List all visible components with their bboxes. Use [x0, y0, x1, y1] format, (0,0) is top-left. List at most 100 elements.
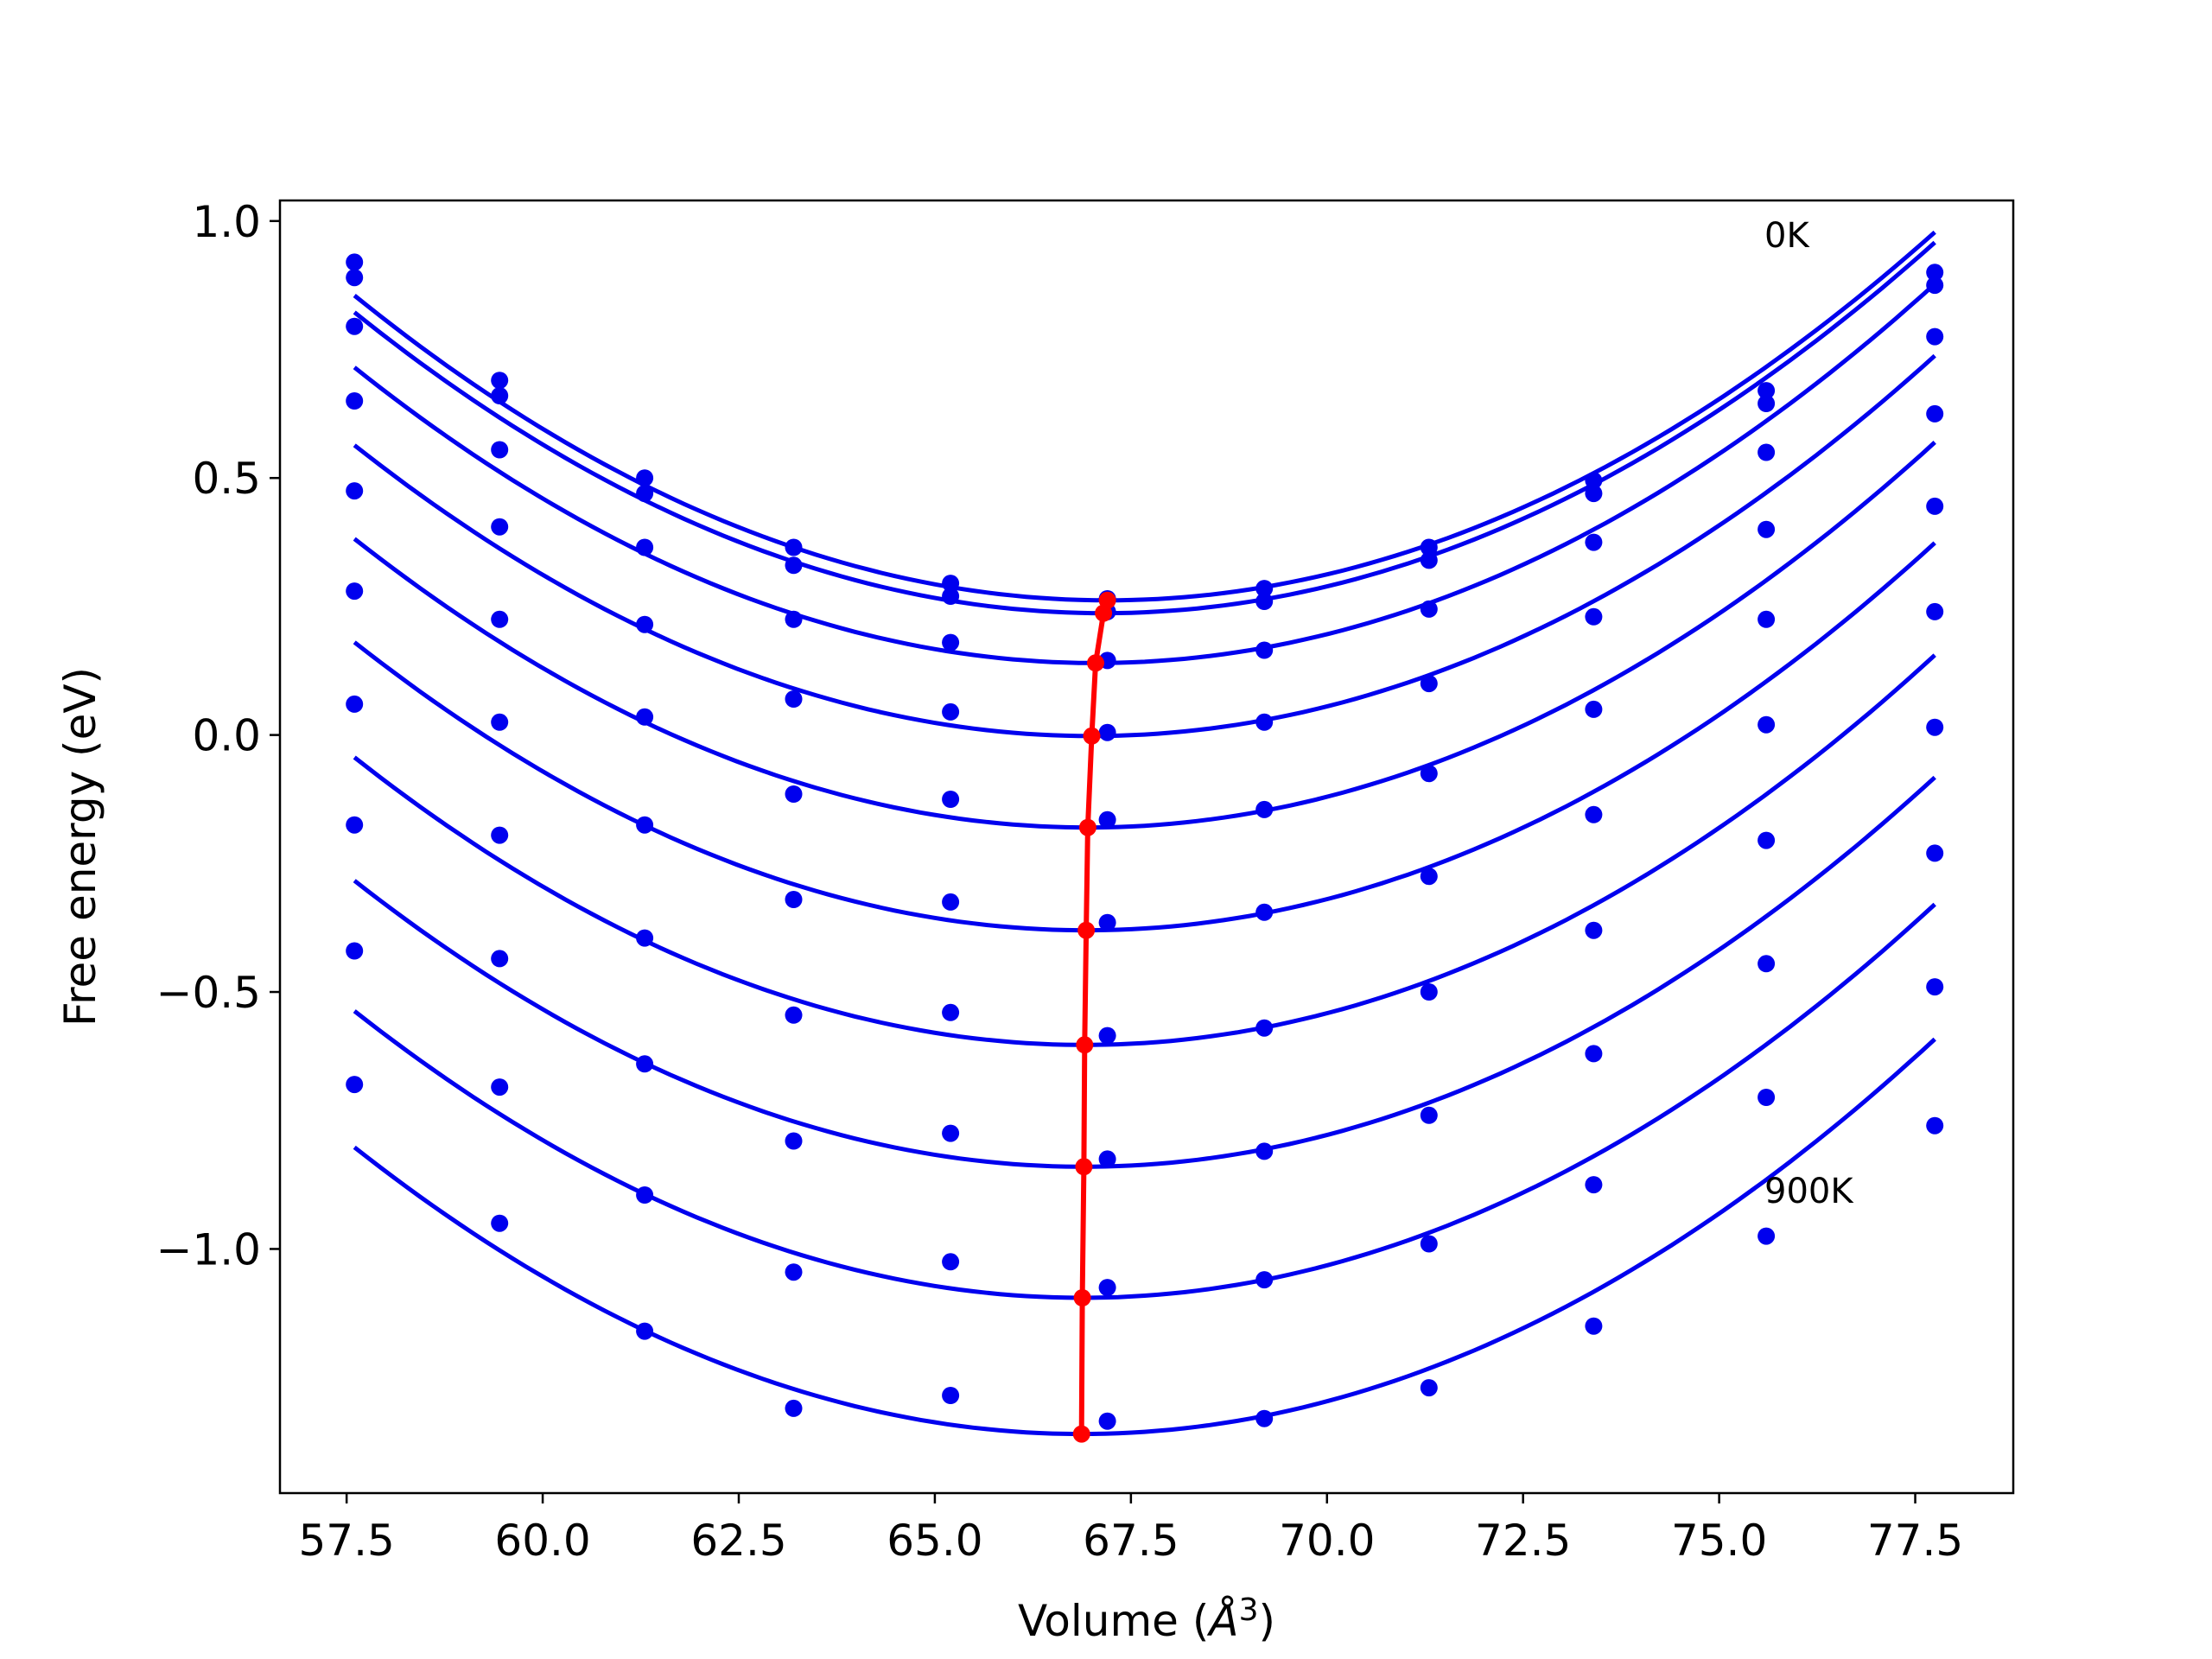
data-point [942, 1387, 960, 1404]
data-point [1420, 675, 1438, 693]
data-point [346, 695, 364, 713]
data-point [1926, 404, 1944, 423]
data-point [636, 1186, 654, 1204]
data-point [1420, 600, 1438, 618]
data-point [1098, 1027, 1116, 1045]
data-point [1926, 978, 1944, 996]
data-point [1926, 718, 1944, 736]
data-point [1255, 593, 1274, 610]
minimum-point [1083, 727, 1101, 745]
data-point [942, 575, 960, 593]
data-point [1926, 602, 1944, 620]
data-point [1585, 485, 1603, 503]
data-point [942, 1253, 960, 1271]
x-tick-label: 57.5 [298, 1516, 394, 1566]
data-point [1758, 1227, 1776, 1245]
data-point [1098, 810, 1116, 829]
data-point [636, 929, 654, 947]
data-point [1585, 472, 1603, 490]
plot-frame [278, 199, 2015, 1495]
fit-curve-8 [353, 902, 1936, 1300]
x-axis-label: Volume (Å3) [1018, 1592, 1275, 1646]
data-point [942, 791, 960, 808]
data-point [942, 1124, 960, 1142]
data-point [491, 387, 509, 404]
data-point [785, 538, 803, 556]
data-point [346, 1076, 364, 1094]
data-point [1585, 1176, 1603, 1194]
data-point [491, 1078, 509, 1096]
data-point [1098, 723, 1116, 741]
minimum-point [1095, 604, 1113, 622]
data-point [491, 1214, 509, 1232]
y-tick-label: 0.0 [192, 711, 261, 761]
data-point [346, 582, 364, 601]
data-point [785, 690, 803, 708]
x-tick-label: 65.0 [887, 1516, 982, 1566]
x-tick-label: 77.5 [1867, 1516, 1963, 1566]
data-point [785, 556, 803, 575]
data-point [1585, 607, 1603, 626]
y-axis-ticks: 1.0 0.5 0.0 −0.5 −1.0 [156, 197, 280, 1274]
data-point [636, 538, 654, 556]
data-point [1255, 641, 1274, 659]
data-point [1758, 520, 1776, 538]
data-point [1758, 610, 1776, 628]
data-point [1255, 1409, 1274, 1427]
fit-curve-0 [353, 230, 1936, 603]
plot-area [278, 199, 2015, 1495]
annotation-900k: 900K [1764, 1172, 1854, 1211]
data-point [346, 392, 364, 410]
minimum-point [1078, 818, 1096, 836]
data-point [942, 893, 960, 911]
data-point [1255, 1271, 1274, 1289]
minimum-line [1072, 591, 1116, 1443]
data-point [636, 469, 654, 487]
data-point [942, 588, 960, 605]
data-point [636, 816, 654, 834]
minimum-point [1087, 654, 1104, 672]
data-point [1585, 1045, 1603, 1063]
data-point [785, 1263, 803, 1281]
data-point [636, 708, 654, 726]
fit-curve-4 [353, 441, 1936, 830]
fit-curve-1 [353, 240, 1936, 616]
data-point [1926, 276, 1944, 295]
data-point [636, 485, 654, 503]
data-point [636, 1055, 654, 1073]
data-point [346, 816, 364, 834]
data-point [491, 826, 509, 844]
data-point [491, 610, 509, 628]
y-axis-label: Free energy (eV) [55, 667, 105, 1027]
data-point [346, 482, 364, 500]
y-tick-label: −0.5 [156, 968, 261, 1018]
data-point [1255, 800, 1274, 818]
data-point [491, 441, 509, 459]
data-point [785, 1399, 803, 1417]
data-point [1098, 1279, 1116, 1297]
data-point [1098, 913, 1116, 931]
data-point [1098, 1150, 1116, 1168]
fit-curve-7 [353, 775, 1936, 1169]
x-tick-label: 67.5 [1083, 1516, 1179, 1566]
data-point [1926, 264, 1944, 282]
minimum-path [1078, 599, 1110, 1434]
data-point [1585, 1317, 1603, 1335]
x-tick-label: 60.0 [494, 1516, 590, 1566]
fit-curves [353, 230, 1936, 1437]
data-point [1758, 1089, 1776, 1106]
data-point [942, 633, 960, 652]
data-point [491, 950, 509, 968]
x-tick-label: 62.5 [690, 1516, 786, 1566]
data-point [1926, 844, 1944, 862]
data-point [1585, 700, 1603, 718]
fit-curve-3 [353, 353, 1936, 739]
data-point [785, 891, 803, 908]
x-tick-label: 75.0 [1671, 1516, 1767, 1566]
data-point [1255, 1142, 1274, 1160]
data-point [785, 1132, 803, 1150]
minimum-point [1073, 1289, 1091, 1306]
fit-curve-5 [353, 541, 1936, 933]
data-point [636, 615, 654, 633]
